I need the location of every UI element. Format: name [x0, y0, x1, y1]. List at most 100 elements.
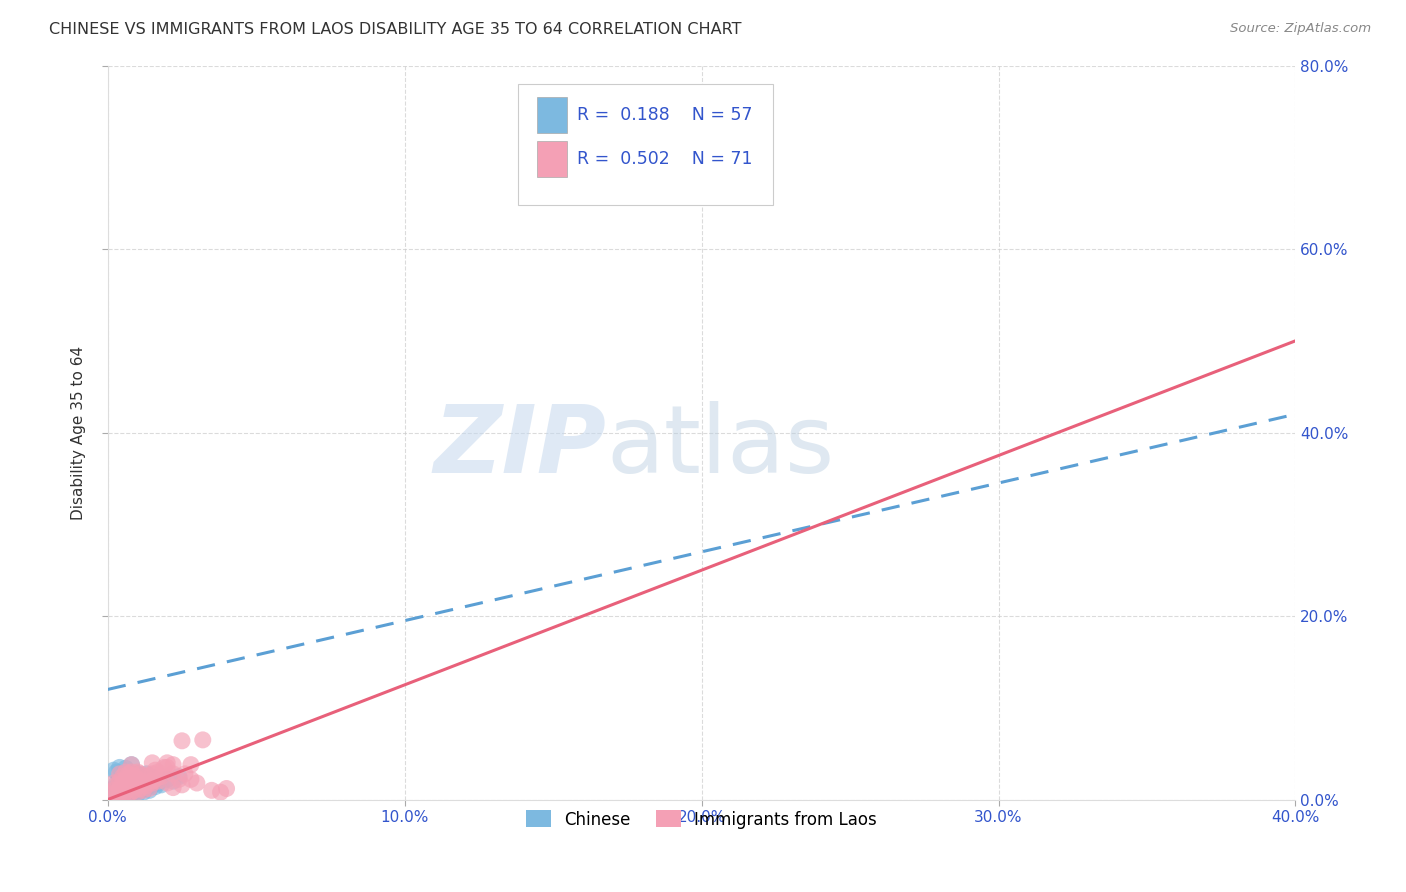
Point	[191, 732, 214, 747]
Point	[121, 774, 143, 789]
Point	[108, 760, 131, 774]
Point	[127, 774, 149, 789]
Point	[132, 776, 155, 790]
Point	[170, 778, 193, 792]
Point	[215, 781, 238, 796]
Point	[105, 785, 128, 799]
Point	[129, 783, 152, 797]
Point	[114, 770, 136, 784]
Point	[108, 767, 131, 781]
Point	[117, 772, 139, 787]
Point	[129, 776, 152, 790]
Point	[117, 778, 139, 792]
Point	[132, 783, 155, 797]
Point	[105, 776, 128, 790]
Point	[143, 772, 166, 787]
Point	[138, 783, 160, 797]
Point	[121, 757, 143, 772]
Point	[111, 783, 134, 797]
Point	[127, 781, 149, 796]
Point	[108, 781, 131, 796]
Point	[117, 781, 139, 796]
Point	[117, 789, 139, 803]
Point	[201, 783, 224, 797]
Point	[103, 783, 125, 797]
Point	[121, 785, 143, 799]
FancyBboxPatch shape	[517, 84, 773, 205]
Point	[124, 769, 146, 783]
Point	[135, 779, 157, 793]
Point	[138, 781, 160, 796]
Point	[174, 767, 197, 781]
Point	[148, 776, 170, 790]
Point	[111, 785, 134, 799]
Point	[117, 783, 139, 797]
Point	[132, 769, 155, 783]
Point	[105, 778, 128, 792]
Text: R =  0.502    N = 71: R = 0.502 N = 71	[576, 150, 752, 168]
Point	[141, 778, 163, 792]
Point	[132, 785, 155, 799]
Point	[121, 757, 143, 772]
Point	[156, 760, 179, 774]
Point	[167, 770, 190, 784]
Point	[114, 785, 136, 799]
Point	[121, 787, 143, 801]
Point	[141, 756, 163, 770]
Point	[117, 767, 139, 781]
Point	[156, 772, 179, 787]
Point	[108, 774, 131, 789]
Point	[114, 772, 136, 787]
Point	[141, 771, 163, 785]
Point	[150, 770, 173, 784]
Point	[135, 771, 157, 785]
Point	[121, 781, 143, 796]
Point	[135, 781, 157, 796]
Point	[127, 787, 149, 801]
FancyBboxPatch shape	[537, 97, 568, 133]
Point	[186, 776, 208, 790]
Point	[138, 776, 160, 790]
Point	[105, 783, 128, 797]
Point	[143, 780, 166, 794]
Point	[108, 774, 131, 789]
Point	[114, 788, 136, 802]
Point	[114, 776, 136, 790]
Point	[111, 779, 134, 793]
Point	[127, 779, 149, 793]
Point	[153, 760, 176, 774]
Point	[100, 787, 122, 801]
Point	[150, 778, 173, 792]
Point	[105, 789, 128, 803]
Point	[129, 767, 152, 781]
Point	[127, 785, 149, 799]
Point	[121, 764, 143, 779]
Point	[135, 767, 157, 781]
Point	[114, 780, 136, 794]
Point	[156, 776, 179, 790]
Text: R =  0.188    N = 57: R = 0.188 N = 57	[576, 106, 752, 124]
Point	[111, 770, 134, 784]
Point	[121, 779, 143, 793]
Point	[167, 772, 190, 787]
FancyBboxPatch shape	[537, 141, 568, 178]
Point	[143, 763, 166, 777]
Point	[111, 776, 134, 790]
Point	[141, 767, 163, 781]
Point	[148, 774, 170, 789]
Point	[117, 774, 139, 789]
Point	[143, 772, 166, 787]
Point	[209, 785, 232, 799]
Point	[132, 779, 155, 793]
Point	[121, 772, 143, 787]
Point	[114, 783, 136, 797]
Text: CHINESE VS IMMIGRANTS FROM LAOS DISABILITY AGE 35 TO 64 CORRELATION CHART: CHINESE VS IMMIGRANTS FROM LAOS DISABILI…	[49, 22, 742, 37]
Point	[170, 734, 193, 748]
Point	[108, 781, 131, 796]
Point	[124, 772, 146, 787]
Point	[111, 789, 134, 803]
Point	[124, 783, 146, 797]
Point	[127, 772, 149, 787]
Point	[180, 772, 202, 787]
Point	[105, 764, 128, 779]
